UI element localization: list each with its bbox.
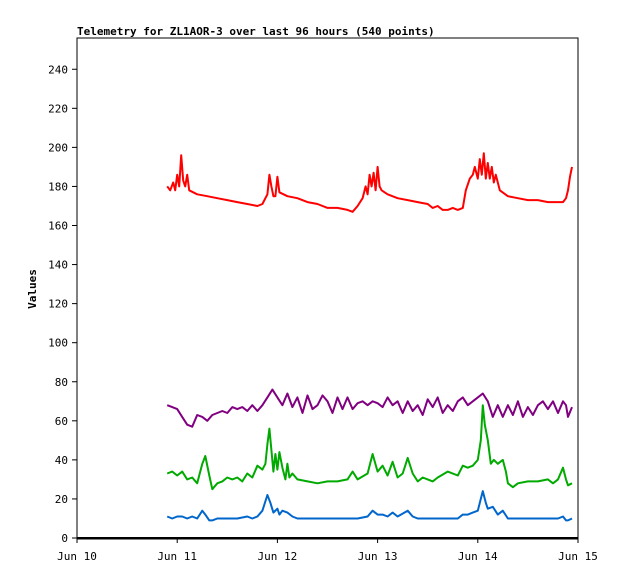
series-line-4 [166, 490, 573, 522]
x-tick-label: Jun 11 [157, 550, 197, 563]
y-tick-label: 240 [48, 63, 68, 76]
x-axis-ticks: Jun 10 Jun 11 Jun 12 Jun 13 Jun 14 Jun 15 [57, 538, 598, 563]
x-tick-label: Jun 14 [458, 550, 498, 563]
series-line-2 [166, 388, 573, 428]
y-tick-label: 20 [55, 493, 68, 506]
x-tick-label: Jun 12 [258, 550, 298, 563]
series-line-3 [166, 404, 573, 491]
y-axis-label: Values [26, 269, 39, 309]
y-tick-label: 80 [55, 376, 68, 389]
y-tick-label: 120 [48, 298, 68, 311]
y-tick-label: 0 [61, 532, 68, 545]
y-tick-label: 180 [48, 180, 68, 193]
y-axis-ticks: 0 20 40 60 80 100 120 140 160 180 200 220 240 [48, 63, 77, 545]
chart-title: Telemetry for ZL1AOR-3 over last 96 hour… [77, 25, 435, 38]
y-tick-label: 140 [48, 259, 68, 272]
x-tick-label: Jun 15 [558, 550, 598, 563]
y-tick-label: 160 [48, 220, 68, 233]
y-tick-label: 220 [48, 102, 68, 115]
series-lines [166, 152, 573, 522]
y-tick-label: 200 [48, 141, 68, 154]
y-tick-label: 60 [55, 415, 68, 428]
y-tick-label: 40 [55, 454, 68, 467]
x-tick-label: Jun 10 [57, 550, 97, 563]
y-tick-label: 100 [48, 337, 68, 350]
series-line-1 [166, 152, 573, 213]
x-tick-label: Jun 13 [358, 550, 398, 563]
